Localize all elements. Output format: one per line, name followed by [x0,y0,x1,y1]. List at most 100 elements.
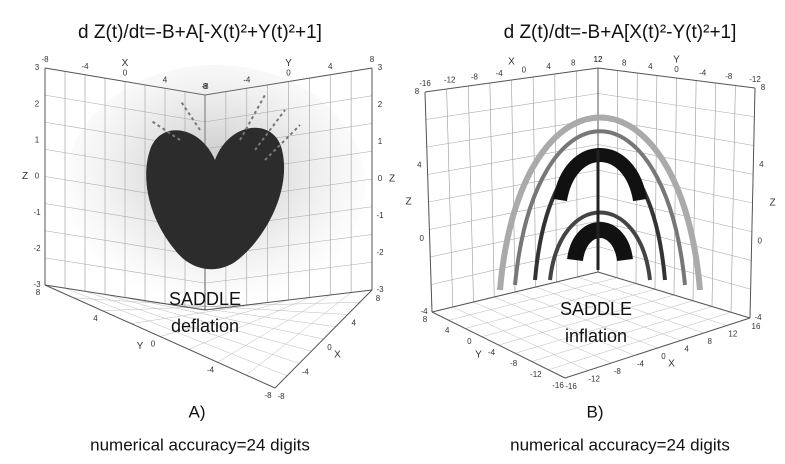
tick-label: -8 [614,367,622,376]
tick-label: 0 [35,172,40,181]
tick-label: 1 [35,135,40,144]
tick-label: 12 [594,55,603,64]
tick-label: -8 [201,82,209,91]
axis-label: Y [673,55,680,66]
axis-label: X [668,359,675,370]
grid-line [532,76,537,288]
caption: numerical accuracy=24 digits [90,435,310,454]
tick-label: -1 [33,208,41,217]
grid-line [597,67,756,89]
tick-label: -16 [565,382,577,391]
grid-line [144,300,336,327]
grid-line [424,91,433,313]
tick-label: -16 [552,381,564,390]
arch [513,129,687,286]
tick-label: -4 [243,75,251,84]
tick-label: 2 [378,100,383,109]
tick-label: -4 [496,69,504,78]
panel-label: A) [189,402,206,421]
tick-label: 8 [376,294,381,303]
axis-label: Z [769,198,775,209]
annotation: SADDLE [169,289,241,309]
tick-label: -12 [749,75,761,84]
grid-line [246,292,352,376]
grid-line [597,195,752,233]
grid-line [217,294,331,363]
tick-label: 4 [445,326,450,335]
tick-label: 4 [546,62,551,71]
grid-line [531,306,713,362]
tick-label: 0 [674,65,679,74]
tick-label: 0 [419,234,424,243]
annotation: deflation [171,316,239,336]
tick-label: 0 [378,174,383,183]
tick-label: -8 [277,392,285,401]
grid-line [556,281,704,334]
axis-label: Y [475,350,482,361]
axis-label: Z [22,171,28,182]
tick-label: -8 [41,55,49,64]
grid-line [749,87,756,319]
caption: numerical accuracy=24 digits [510,435,730,454]
arch [497,114,703,291]
trajectory-arches-b [497,114,703,291]
tick-label: -3 [33,280,41,289]
tick-label: -4 [754,313,762,322]
grid-line [564,317,751,379]
grid-line [597,271,751,319]
tick-label: -1 [376,211,384,220]
grid-line [711,82,717,307]
tick-label: 4 [417,160,422,169]
tick-label: 4 [759,160,764,169]
tick-label: 0 [123,69,128,78]
grid-line [164,303,348,315]
axis-label: Y [137,341,144,352]
tick-label: -8 [471,72,479,81]
tick-label: 3 [378,63,383,72]
tick-label: 4 [163,75,168,84]
tick-label: 4 [648,62,653,71]
grid-line [515,300,694,354]
tick-label: -4 [207,365,215,374]
grid-line [498,294,675,346]
tick-label: 4 [328,62,333,71]
tick-label: 4 [93,314,98,323]
axis-label: X [334,350,341,361]
tick-label: -12 [530,370,542,379]
grid-line [44,284,276,389]
grid-line [548,312,732,370]
tick-label: 8 [622,58,627,67]
tick-label: -16 [419,79,431,88]
tick-label: -3 [376,285,384,294]
tick-label: -4 [488,348,496,357]
tick-label: -12 [444,76,456,85]
axis-label: Y [285,58,292,69]
tick-label: 0 [757,236,762,245]
tick-label: -4 [81,62,89,71]
tick-label: 12 [728,330,737,339]
tick-label: -4 [637,360,645,369]
arch [553,148,647,202]
panel-label: B) [587,402,604,421]
tick-label: 4 [684,345,689,354]
grid-line [44,284,206,311]
panel-title: d Z(t)/dt=-B+A[X(t)²-Y(t)²+1] [504,22,737,43]
annotation: SADDLE [560,299,632,319]
grid-line [431,271,599,313]
blob [146,127,285,270]
grid-line [730,85,736,313]
arch [567,222,633,262]
tick-label: -4 [302,368,310,377]
tick-label: -8 [264,391,272,400]
tick-label: 8 [203,82,208,91]
tick-label: 8 [423,315,428,324]
grid-line [431,311,566,379]
axis-label: X [508,57,515,68]
grid-line [159,299,289,337]
annotation: inflation [565,326,627,346]
tick-label: 8 [415,87,420,96]
tick-label: -12 [588,375,600,384]
panel-title: d Z(t)/dt=-B+A[-X(t)²+Y(t)²+1] [78,22,322,43]
axis-label: X [122,58,129,69]
